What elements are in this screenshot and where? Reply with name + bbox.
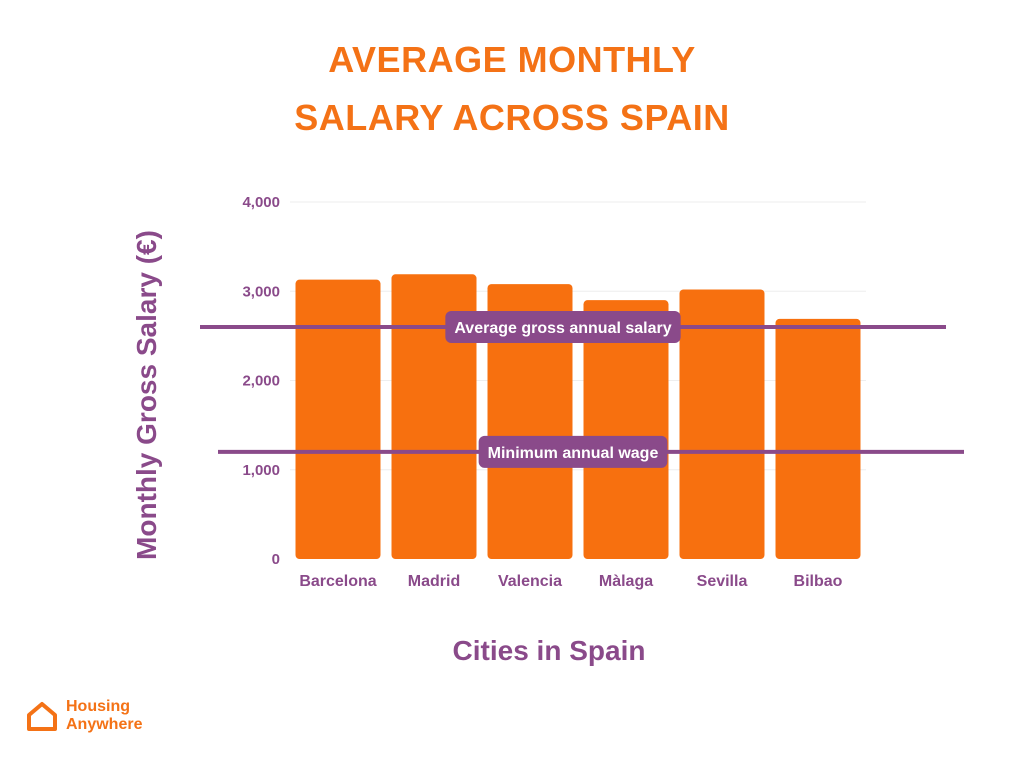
x-axis-title: Cities in Spain [453,635,646,666]
reference-line-label: Minimum annual wage [478,435,668,468]
reference-label-pill [445,310,681,343]
y-tick-label: 1,000 [242,462,280,479]
reference-label-text: Minimum annual wage [488,445,659,462]
housing-anywhere-logo: Housing Anywhere [26,698,142,734]
y-tick-label: 0 [272,551,280,568]
x-category-label: Bilbao [794,573,843,590]
logo-wordmark: Housing Anywhere [66,698,142,734]
x-category-label: Màlaga [599,573,653,590]
chart-title-line-1: AVERAGE MONTHLY [328,39,696,80]
bar-3 [583,300,669,559]
logo-line-2: Anywhere [66,716,143,733]
reference-label-pill [478,435,668,468]
x-category-label: Valencia [498,573,562,590]
y-axis-title: Monthly Gross Salary (€) [131,230,162,560]
x-category-label: Barcelona [299,573,376,590]
bar-2 [487,284,573,559]
reference-line-label: Average gross annual salary [445,310,681,343]
bar-0 [295,279,381,559]
x-category-label: Sevilla [697,573,748,590]
y-tick-label: 4,000 [242,194,280,211]
reference-label-text: Average gross annual salary [454,320,671,337]
bar-1 [391,274,477,559]
y-tick-label: 3,000 [242,283,280,300]
grid-lines [290,201,866,471]
x-axis-categories: Barcelona Madrid Valencia Màlaga Sevilla Bilb… [299,573,842,590]
bars [295,274,861,559]
chart-title-line-2: SALARY ACROSS SPAIN [294,97,730,138]
bar-4 [679,289,765,559]
x-category-label: Madrid [408,573,460,590]
y-tick-label: 2,000 [242,373,280,390]
reference-lines: Average gross annual salary Minimum annua… [200,310,964,468]
house-icon [27,702,57,731]
bar-5 [775,318,861,559]
y-axis-ticks: 0 1,000 2,000 3,000 4,000 [242,194,280,568]
logo-line-1: Housing [66,698,130,715]
